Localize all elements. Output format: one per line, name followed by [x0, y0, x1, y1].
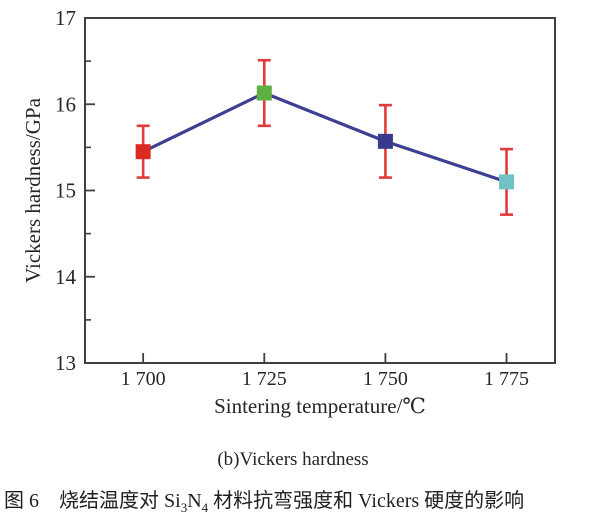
y-tick-label: 16 — [55, 92, 76, 116]
y-tick-label: 14 — [55, 265, 77, 289]
figure-caption: 图 6 烧结温度对 Si3N4 材料抗弯强度和 Vickers 硬度的影响 — [4, 484, 596, 516]
data-point-marker — [256, 85, 272, 101]
y-tick-label: 17 — [55, 6, 76, 30]
data-point-marker — [377, 133, 393, 149]
caption-subscript-4: 4 — [201, 500, 209, 515]
vickers-hardness-chart: 13 14 15 16 17 1 700 1 725 1 750 1 775 Sintering … — [21, 6, 556, 418]
data-point-marker — [499, 174, 515, 190]
x-axis-label: Sintering temperature/℃ — [214, 394, 426, 418]
caption-text-mid: N — [187, 490, 202, 512]
caption-text-prefix: 图 6 烧结温度对 Si — [4, 490, 181, 512]
x-tick-label: 1 750 — [363, 368, 408, 390]
plot-frame — [84, 17, 556, 364]
caption-text-suffix: 材料抗弯强度和 Vickers 硬度的影响 — [208, 490, 525, 512]
x-tick-label: 1 725 — [242, 368, 287, 390]
y-tick-label: 13 — [55, 351, 76, 375]
y-axis-label: Vickers hardness/GPa — [21, 97, 45, 282]
chart-subcaption: (b)Vickers hardness — [217, 449, 369, 470]
y-tick-label: 15 — [55, 179, 76, 203]
series-line — [142, 91, 508, 184]
x-tick-label: 1 700 — [121, 368, 166, 390]
caption-subscript-3: 3 — [180, 500, 188, 515]
data-point-marker — [135, 144, 151, 160]
x-tick-label: 1 775 — [484, 368, 529, 390]
